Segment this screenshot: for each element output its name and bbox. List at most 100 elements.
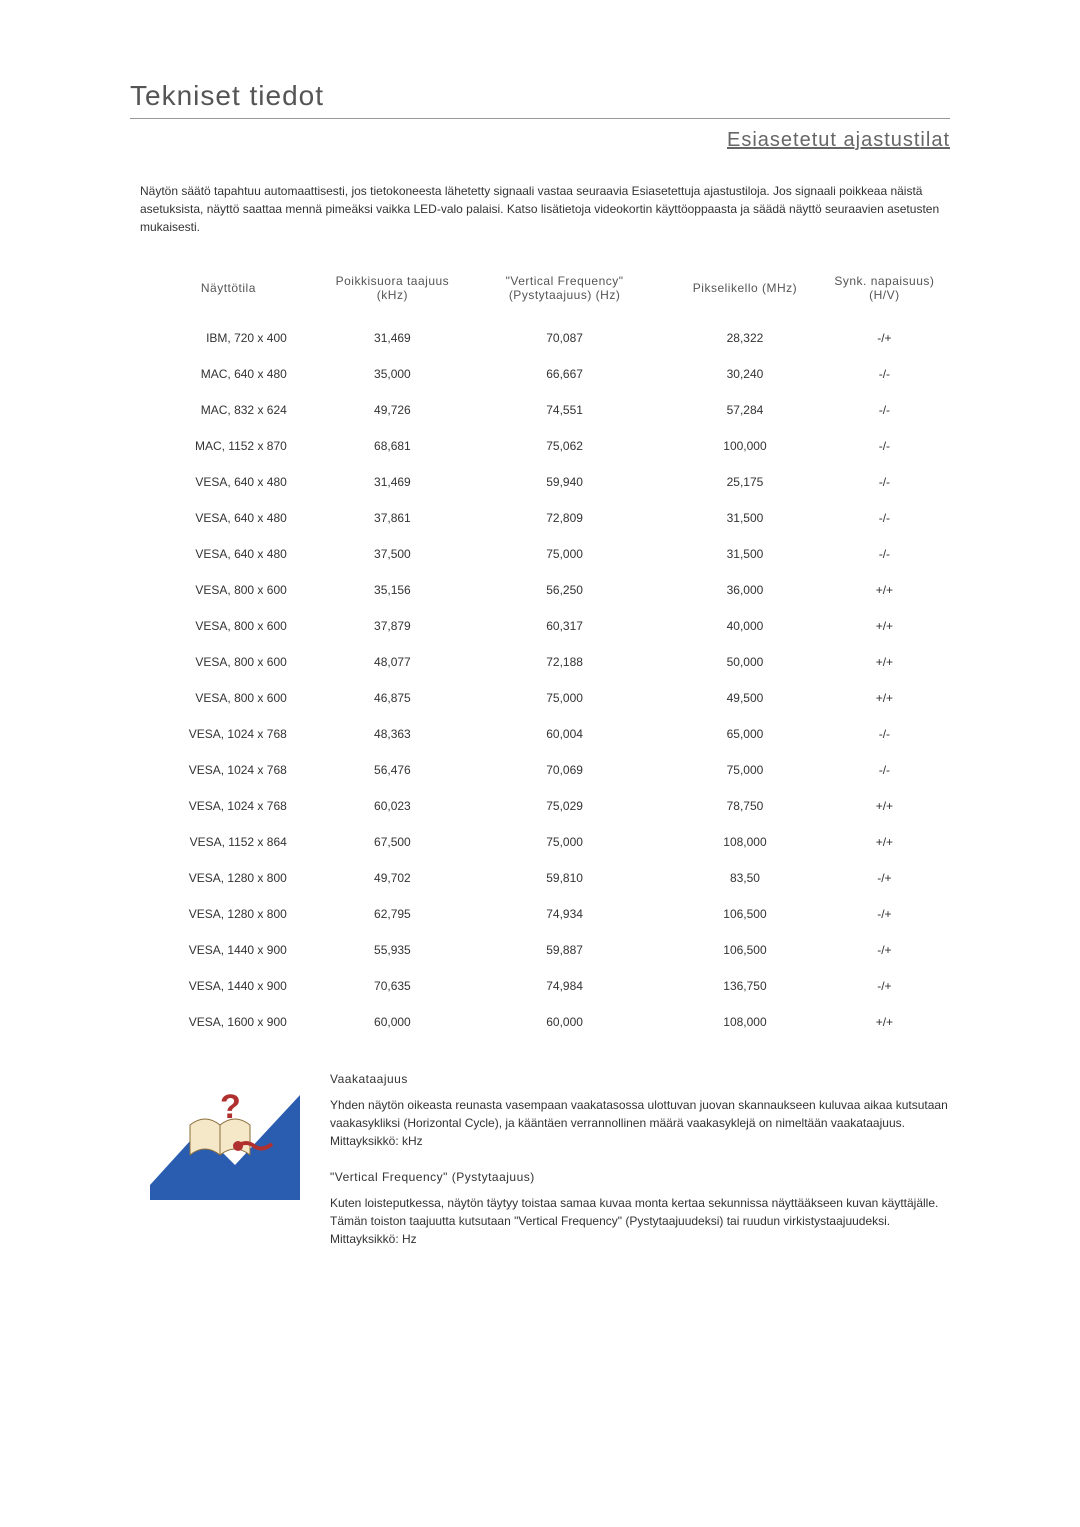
cell-mode: MAC, 832 x 624: [130, 392, 327, 428]
cell-hfreq: 46,875: [327, 680, 458, 716]
cell-pixel: 50,000: [671, 644, 819, 680]
table-row: VESA, 1152 x 86467,50075,000108,000+/+: [130, 824, 950, 860]
cell-sync: -/-: [819, 392, 950, 428]
col-mode: Näyttötila: [130, 266, 327, 320]
cell-vfreq: 60,000: [458, 1004, 671, 1040]
table-row: VESA, 1024 x 76856,47670,06975,000-/-: [130, 752, 950, 788]
hfreq-body: Yhden näytön oikeasta reunasta vasempaan…: [330, 1096, 950, 1150]
cell-pixel: 31,500: [671, 500, 819, 536]
cell-pixel: 49,500: [671, 680, 819, 716]
cell-mode: MAC, 1152 x 870: [130, 428, 327, 464]
cell-pixel: 57,284: [671, 392, 819, 428]
cell-vfreq: 72,809: [458, 500, 671, 536]
cell-hfreq: 62,795: [327, 896, 458, 932]
cell-mode: VESA, 800 x 600: [130, 608, 327, 644]
cell-pixel: 106,500: [671, 896, 819, 932]
book-signal-icon: ?: [150, 1090, 300, 1205]
cell-vfreq: 72,188: [458, 644, 671, 680]
cell-mode: IBM, 720 x 400: [130, 320, 327, 356]
table-row: IBM, 720 x 40031,46970,08728,322-/+: [130, 320, 950, 356]
cell-vfreq: 70,069: [458, 752, 671, 788]
cell-sync: +/+: [819, 572, 950, 608]
cell-hfreq: 35,000: [327, 356, 458, 392]
cell-sync: -/-: [819, 500, 950, 536]
table-row: VESA, 800 x 60035,15656,25036,000+/+: [130, 572, 950, 608]
cell-vfreq: 70,087: [458, 320, 671, 356]
cell-sync: +/+: [819, 1004, 950, 1040]
title-rule: [130, 118, 950, 119]
cell-pixel: 108,000: [671, 824, 819, 860]
page-subtitle: Esiasetetut ajastustilat: [130, 129, 950, 152]
cell-hfreq: 68,681: [327, 428, 458, 464]
cell-mode: VESA, 800 x 600: [130, 572, 327, 608]
table-row: VESA, 800 x 60046,87575,00049,500+/+: [130, 680, 950, 716]
cell-vfreq: 75,029: [458, 788, 671, 824]
cell-hfreq: 56,476: [327, 752, 458, 788]
cell-vfreq: 75,000: [458, 680, 671, 716]
table-row: MAC, 832 x 62449,72674,55157,284-/-: [130, 392, 950, 428]
cell-sync: -/-: [819, 428, 950, 464]
cell-vfreq: 74,984: [458, 968, 671, 1004]
cell-vfreq: 74,934: [458, 896, 671, 932]
cell-mode: VESA, 1440 x 900: [130, 968, 327, 1004]
cell-pixel: 136,750: [671, 968, 819, 1004]
table-row: VESA, 1024 x 76860,02375,02978,750+/+: [130, 788, 950, 824]
table-row: MAC, 640 x 48035,00066,66730,240-/-: [130, 356, 950, 392]
cell-hfreq: 48,363: [327, 716, 458, 752]
svg-text:?: ?: [220, 1090, 241, 1126]
cell-hfreq: 35,156: [327, 572, 458, 608]
cell-pixel: 36,000: [671, 572, 819, 608]
cell-hfreq: 55,935: [327, 932, 458, 968]
table-header: Näyttötila Poikkisuora taajuus (kHz) "Ve…: [130, 266, 950, 320]
cell-sync: -/-: [819, 536, 950, 572]
cell-sync: -/+: [819, 932, 950, 968]
vfreq-body: Kuten loisteputkessa, näytön täytyy tois…: [330, 1194, 950, 1248]
page-container: Tekniset tiedot Esiasetetut ajastustilat…: [0, 0, 1080, 1326]
col-pixel: Pikselikello (MHz): [671, 266, 819, 320]
cell-mode: VESA, 800 x 600: [130, 680, 327, 716]
table-body: IBM, 720 x 40031,46970,08728,322-/+MAC, …: [130, 320, 950, 1040]
cell-sync: +/+: [819, 608, 950, 644]
cell-mode: VESA, 1280 x 800: [130, 896, 327, 932]
cell-vfreq: 59,940: [458, 464, 671, 500]
cell-sync: +/+: [819, 644, 950, 680]
cell-sync: -/+: [819, 860, 950, 896]
definitions-section: ? Vaakataajuus Yhden näytön oikeasta reu…: [130, 1070, 950, 1266]
cell-sync: -/-: [819, 716, 950, 752]
cell-vfreq: 75,000: [458, 536, 671, 572]
cell-mode: MAC, 640 x 480: [130, 356, 327, 392]
cell-pixel: 40,000: [671, 608, 819, 644]
cell-sync: +/+: [819, 788, 950, 824]
cell-mode: VESA, 1152 x 864: [130, 824, 327, 860]
definitions-text: Vaakataajuus Yhden näytön oikeasta reuna…: [330, 1070, 950, 1266]
cell-pixel: 30,240: [671, 356, 819, 392]
table-row: VESA, 640 x 48037,86172,80931,500-/-: [130, 500, 950, 536]
cell-mode: VESA, 1280 x 800: [130, 860, 327, 896]
intro-text: Näytön säätö tapahtuu automaattisesti, j…: [140, 182, 940, 236]
cell-mode: VESA, 1600 x 900: [130, 1004, 327, 1040]
cell-mode: VESA, 640 x 480: [130, 464, 327, 500]
cell-pixel: 100,000: [671, 428, 819, 464]
cell-pixel: 106,500: [671, 932, 819, 968]
cell-mode: VESA, 640 x 480: [130, 500, 327, 536]
cell-vfreq: 75,062: [458, 428, 671, 464]
table-row: VESA, 640 x 48031,46959,94025,175-/-: [130, 464, 950, 500]
cell-pixel: 31,500: [671, 536, 819, 572]
cell-hfreq: 37,879: [327, 608, 458, 644]
cell-hfreq: 31,469: [327, 464, 458, 500]
cell-hfreq: 48,077: [327, 644, 458, 680]
cell-vfreq: 60,317: [458, 608, 671, 644]
page-title: Tekniset tiedot: [130, 80, 950, 112]
cell-vfreq: 74,551: [458, 392, 671, 428]
table-row: VESA, 1440 x 90055,93559,887106,500-/+: [130, 932, 950, 968]
cell-pixel: 78,750: [671, 788, 819, 824]
cell-hfreq: 31,469: [327, 320, 458, 356]
cell-vfreq: 56,250: [458, 572, 671, 608]
table-row: VESA, 640 x 48037,50075,00031,500-/-: [130, 536, 950, 572]
cell-hfreq: 49,702: [327, 860, 458, 896]
cell-vfreq: 66,667: [458, 356, 671, 392]
cell-sync: -/-: [819, 464, 950, 500]
cell-vfreq: 59,887: [458, 932, 671, 968]
cell-pixel: 25,175: [671, 464, 819, 500]
cell-pixel: 75,000: [671, 752, 819, 788]
